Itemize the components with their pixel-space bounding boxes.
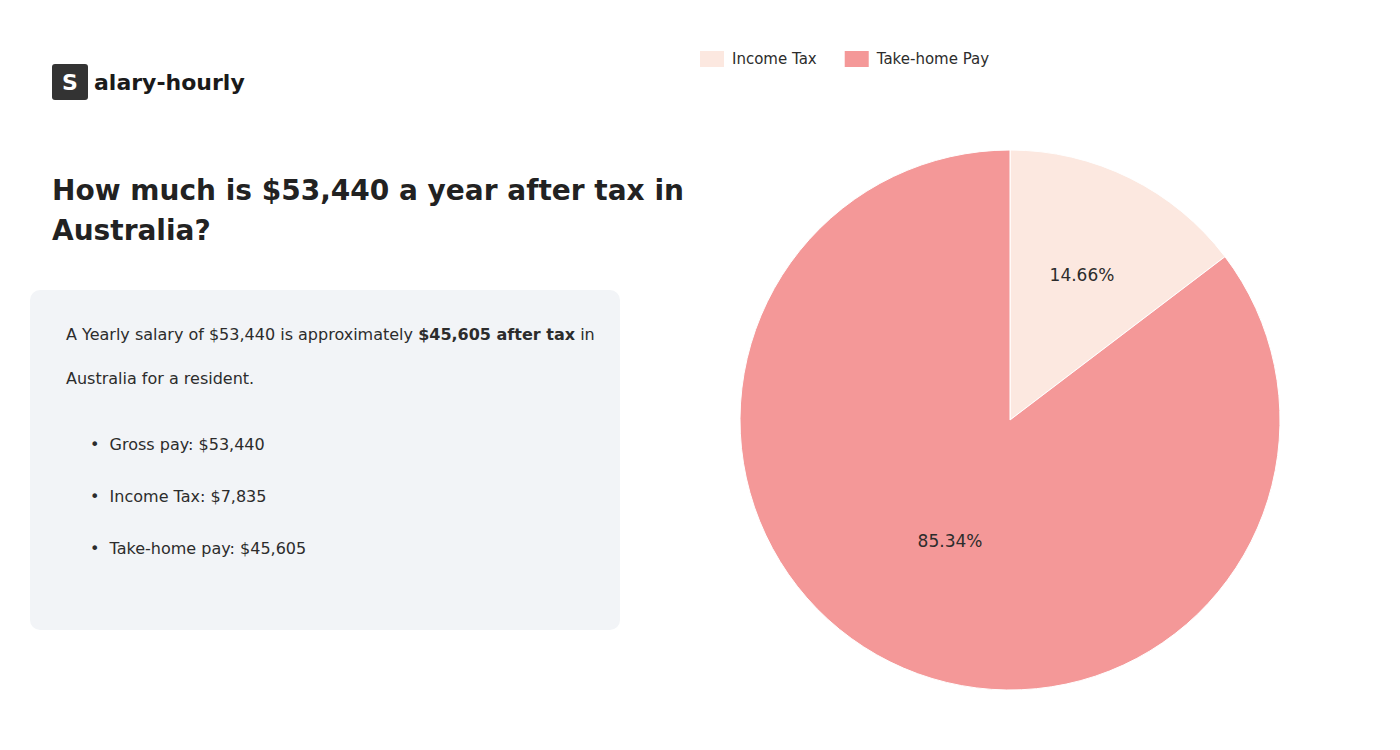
bullet-item: • Gross pay: $53,440	[90, 435, 265, 454]
info-text-part: in	[575, 325, 595, 344]
legend-swatch	[700, 51, 724, 67]
text-panel: Salary-hourly How much is $53,440 a year …	[30, 64, 684, 630]
logo-text: alary-hourly	[94, 70, 245, 95]
legend-item: Income Tax	[700, 50, 817, 68]
legend-swatch	[845, 51, 869, 67]
data-label: 85.34%	[918, 531, 983, 551]
logo-letter: S	[62, 70, 78, 95]
info-box	[30, 290, 620, 630]
logo-box	[52, 64, 88, 100]
chart: Salary-hourly How much is $53,440 a year …	[0, 0, 1400, 750]
info-text: Australia for a resident.	[66, 369, 254, 388]
bullet-item: • Take-home pay: $45,605	[90, 539, 306, 558]
pie-slice	[740, 150, 1280, 690]
logo: Salary-hourly	[52, 64, 245, 100]
info-highlight: $45,605 after tax	[418, 325, 576, 344]
title: How much is $53,440 a year after tax in	[52, 174, 684, 207]
data-label: 14.66%	[1050, 265, 1115, 285]
data-labels: 14.66% 85.34%	[918, 265, 1115, 551]
info-text: A Yearly salary of $53,440 is approximat…	[66, 325, 595, 344]
legend-label: Take-home Pay	[876, 50, 990, 68]
title: Australia?	[52, 214, 211, 247]
legend: Income Tax Take-home Pay	[700, 50, 989, 68]
info-text-part: A Yearly salary of $53,440 is approximat…	[66, 325, 418, 344]
legend-label: Income Tax	[732, 50, 817, 68]
legend-item: Take-home Pay	[845, 50, 990, 68]
bullet-item: • Income Tax: $7,835	[90, 487, 266, 506]
pie	[740, 150, 1280, 690]
